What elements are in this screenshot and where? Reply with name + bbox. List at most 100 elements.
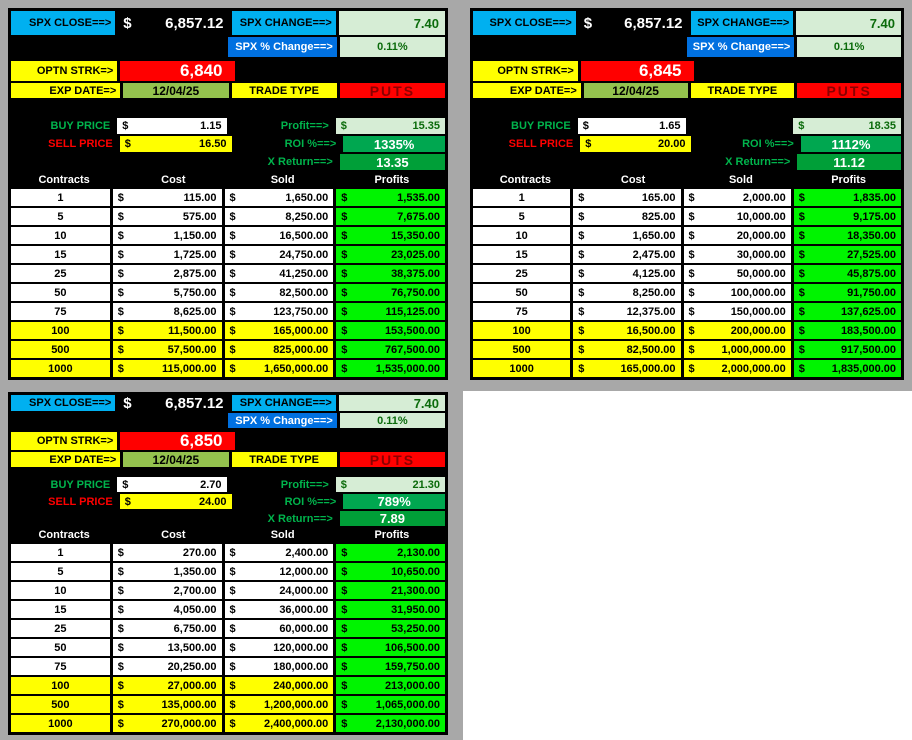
buy-price-input[interactable]: $ 1.15	[117, 118, 227, 134]
buy-price-input[interactable]: $ 1.65	[577, 118, 686, 134]
currency-symbol: $	[117, 229, 124, 242]
profits-amount: 91,750.00	[847, 286, 896, 299]
spx-puts-calculator-panel: SPX CLOSE==> $ 6,857.12 SPX CHANGE==> 7.…	[8, 8, 448, 380]
buy-price-input[interactable]: $ 2.70	[117, 477, 227, 492]
col-header-sold: Sold	[270, 173, 295, 186]
contracts-cell: 100	[11, 322, 110, 339]
currency-symbol: $	[341, 584, 348, 597]
profits-amount: 153,500.00	[384, 324, 440, 337]
currency-symbol: $	[341, 641, 348, 654]
currency-symbol: $	[229, 717, 236, 730]
currency-symbol: $	[688, 229, 695, 242]
sold-amount: 1,000,000.00	[721, 343, 786, 356]
currency-symbol: $	[798, 120, 805, 132]
profits-amount: 7,675.00	[397, 210, 440, 223]
spx-pct-change-row: SPX % Change==> 0.11%	[473, 37, 901, 57]
exp-date-value[interactable]: 12/04/25	[123, 83, 229, 98]
spx-puts-calculator-panel: SPX CLOSE==> $ 6,857.12 SPX CHANGE==> 7.…	[470, 8, 904, 380]
contracts-cell: 1	[11, 189, 110, 206]
currency-symbol: $	[578, 324, 585, 337]
currency-symbol: $	[341, 679, 348, 692]
sold-amount: 150,000.00	[730, 305, 786, 318]
contracts-cell: 75	[11, 658, 110, 675]
profits-amount: 1,535,000.00	[375, 362, 440, 375]
profits-cell: $106,500.00	[336, 639, 445, 656]
profits-cell: $38,375.00	[336, 265, 445, 282]
cost-amount: 8,250.00	[632, 286, 676, 299]
option-strike-value[interactable]: 6,845	[580, 61, 694, 81]
currency-symbol: $	[585, 138, 592, 150]
buy-price-label: BUY PRICE	[50, 478, 111, 491]
x-return-label: X Return==>	[267, 512, 333, 525]
buy-price-amount: 2.70	[200, 478, 222, 491]
cost-cell: $57,500.00	[112, 341, 222, 358]
table-row: 5 $1,350.00 $12,000.00 $10,650.00	[11, 563, 445, 580]
profits-cell: $2,130.00	[336, 544, 445, 561]
currency-symbol: $	[578, 248, 585, 261]
sold-amount: 36,000.00	[279, 603, 329, 616]
currency-symbol: $	[798, 267, 805, 280]
cost-cell: $20,250.00	[112, 658, 222, 675]
contracts-cell: 500	[473, 341, 571, 358]
table-header-row: Contracts Cost Sold Profits	[11, 172, 445, 187]
col-header-cost: Cost	[161, 529, 186, 541]
option-strike-value[interactable]: 6,850	[120, 432, 235, 450]
profits-amount: 767,500.00	[384, 343, 440, 356]
currency-symbol: $	[340, 120, 347, 132]
contracts-cell: 75	[11, 303, 110, 320]
profits-cell: $153,500.00	[336, 322, 445, 339]
currency-symbol: $	[229, 679, 236, 692]
option-strike-value[interactable]: 6,840	[120, 61, 235, 81]
cost-amount: 115,000.00	[162, 362, 217, 375]
cost-amount: 1,725.00	[173, 248, 217, 261]
profits-cell: $917,500.00	[793, 341, 901, 358]
sell-price-input[interactable]: $ 24.00	[119, 494, 232, 509]
table-row: 25 $4,125.00 $50,000.00 $45,875.00	[473, 265, 901, 282]
currency-symbol: $	[341, 210, 348, 223]
sold-amount: 1,650,000.00	[264, 362, 329, 375]
sold-amount: 24,000.00	[279, 584, 329, 597]
blank-cell	[343, 432, 445, 450]
profits-amount: 183,500.00	[840, 324, 896, 337]
sell-price-input[interactable]: $ 20.00	[580, 136, 691, 152]
table-row: 50 $13,500.00 $120,000.00 $106,500.00	[11, 639, 445, 656]
cost-amount: 135,000.00	[161, 698, 217, 711]
trade-type-value: PUTS	[339, 452, 445, 467]
sold-cell: $240,000.00	[224, 677, 334, 694]
sell-price-row: SELL PRICE $ 20.00 ROI %==> 1112%	[473, 136, 901, 152]
currency-symbol: $	[124, 495, 131, 508]
profit-label	[689, 118, 791, 134]
exp-date-value[interactable]: 12/04/25	[583, 83, 688, 98]
currency-symbol: $	[341, 248, 348, 261]
buy-price-row: BUY PRICE $ 2.70 Profit==> $ 21.30	[11, 477, 445, 492]
cost-amount: 27,000.00	[167, 679, 217, 692]
currency-symbol: $	[229, 698, 236, 711]
col-header-contracts: Contracts	[38, 529, 90, 541]
currency-symbol: $	[341, 229, 348, 242]
blank-cell	[119, 413, 224, 428]
currency-symbol: $	[688, 191, 695, 204]
spx-pct-change-value: 0.11%	[339, 413, 445, 428]
spx-pct-change-value: 0.11%	[339, 37, 445, 57]
col-header-profits: Profits	[374, 173, 410, 186]
cost-amount: 825.00	[641, 210, 676, 223]
currency-symbol: $	[688, 267, 695, 280]
sold-cell: $1,650,000.00	[224, 360, 334, 377]
sold-amount: 165,000.00	[273, 324, 329, 337]
currency-symbol: $	[578, 305, 585, 318]
sold-amount: 1,200,000.00	[264, 698, 329, 711]
cost-cell: $11,500.00	[112, 322, 222, 339]
sold-cell: $123,750.00	[224, 303, 334, 320]
profits-amount: 106,500.00	[384, 641, 440, 654]
currency-symbol: $	[341, 717, 348, 730]
currency-symbol: $	[229, 660, 236, 673]
exp-date-value[interactable]: 12/04/25	[123, 452, 229, 467]
currency-symbol: $	[341, 622, 348, 635]
table-row: 500 $57,500.00 $825,000.00 $767,500.00	[11, 341, 445, 358]
sell-price-input[interactable]: $ 16.50	[119, 136, 232, 152]
profits-amount: 76,750.00	[391, 286, 440, 299]
profits-amount: 45,875.00	[847, 267, 896, 280]
currency-symbol: $	[229, 584, 236, 597]
spx-close-value: $ 6,857.12	[118, 395, 228, 411]
col-header-cost: Cost	[161, 173, 186, 186]
